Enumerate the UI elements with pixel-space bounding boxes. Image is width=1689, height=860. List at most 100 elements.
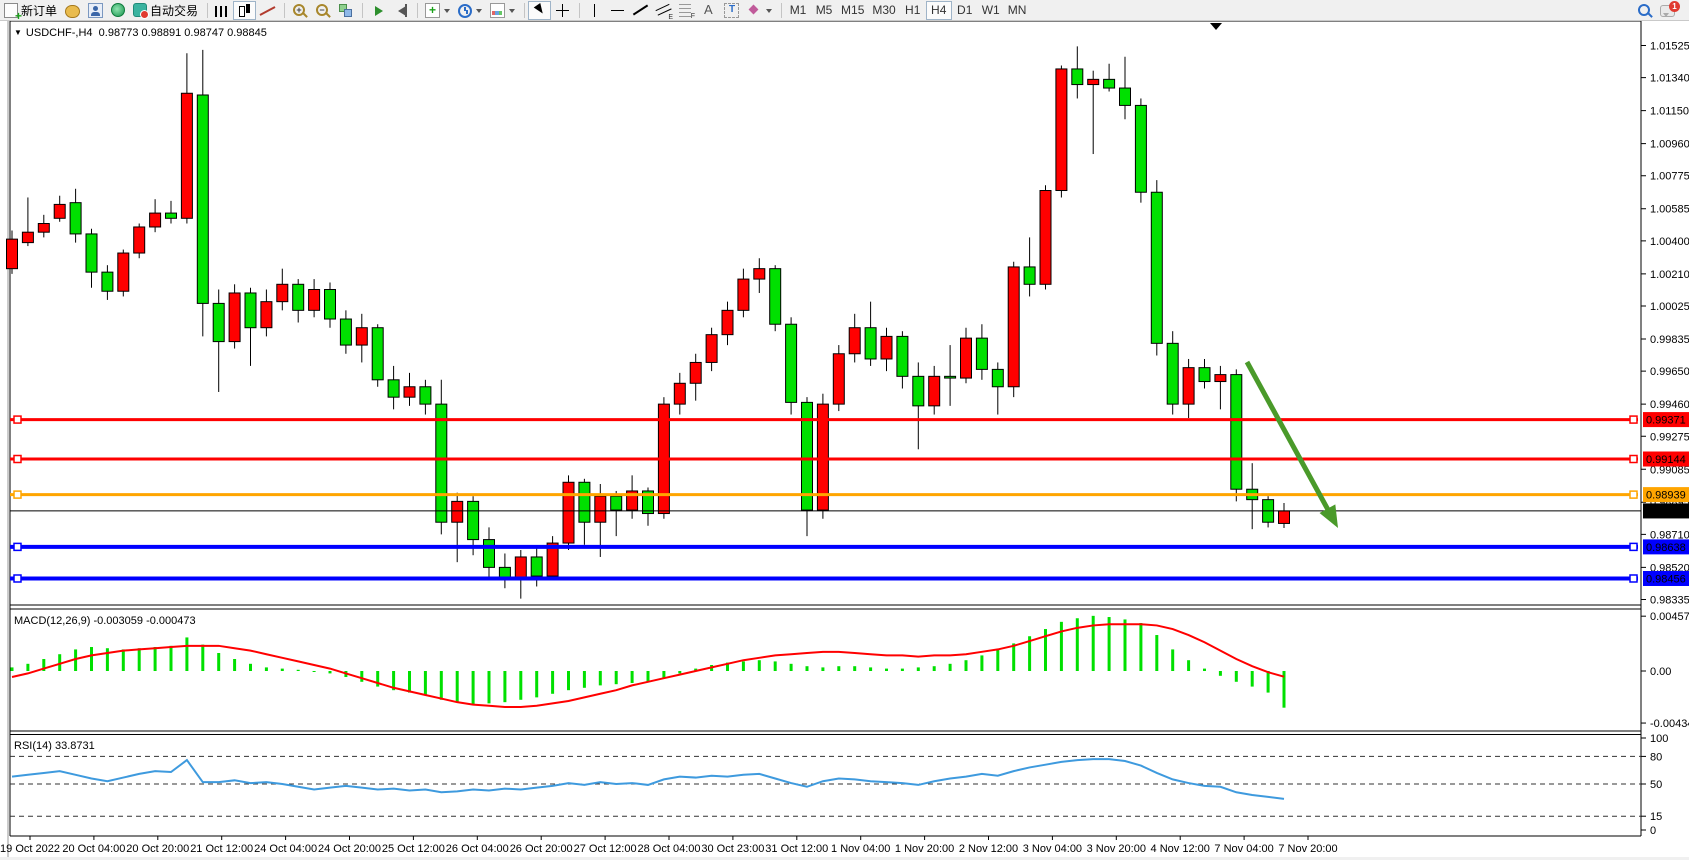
timeframe-w1-button[interactable]: W1: [978, 1, 1004, 20]
candle-body: [1023, 266, 1036, 285]
macd-panel: 0.004572 0.00 -0.004341: [10, 611, 1689, 730]
auto-trading-button[interactable]: 自动交易: [129, 1, 202, 20]
line-handle[interactable]: [13, 574, 22, 583]
chart-title[interactable]: ▼ USDCHF-,H4 0.98773 0.98891 0.98747 0.98…: [14, 27, 267, 39]
axis-label: 26 Oct 04:00: [446, 843, 509, 855]
candle-body: [324, 289, 336, 320]
auto-scroll-button[interactable]: [366, 1, 389, 20]
toolbar-separator: [579, 2, 581, 18]
horizontal-line-button[interactable]: [606, 1, 629, 20]
macd-bar: [1091, 615, 1095, 671]
candle-body: [467, 500, 480, 541]
macd-bar: [217, 653, 221, 671]
candle-body: [721, 309, 734, 336]
line-handle[interactable]: [1629, 490, 1638, 499]
line-handle[interactable]: [13, 542, 22, 552]
trend-arrow-annotation[interactable]: [1244, 360, 1338, 528]
timeframe-d1-button[interactable]: D1: [952, 1, 978, 20]
chart-shift-marker[interactable]: [1210, 23, 1222, 30]
periods-button[interactable]: [454, 1, 486, 20]
macd-signal-line: [11, 623, 1285, 708]
timeframe-h4-button[interactable]: H4: [925, 0, 952, 20]
crosshair-icon: [555, 3, 570, 18]
chevron-down-icon: [509, 8, 516, 16]
cursor-button[interactable]: [528, 0, 552, 20]
cursor-icon: [532, 3, 547, 18]
vertical-line-button[interactable]: [583, 1, 606, 20]
axis-label: 1 Nov 04:00: [831, 843, 890, 855]
crosshair-button[interactable]: [551, 1, 574, 20]
axis-label: 0.98845: [1646, 506, 1686, 518]
new-order-icon: [4, 2, 22, 22]
timeframe-mn-button[interactable]: MN: [1004, 1, 1031, 20]
macd-bar: [821, 667, 825, 671]
fibonacci-button[interactable]: [675, 1, 697, 20]
notifications-button[interactable]: 1: [1656, 1, 1680, 20]
line-handle[interactable]: [1629, 415, 1638, 424]
candle-body: [546, 542, 559, 577]
tile-windows-button[interactable]: [334, 1, 357, 20]
axis-label: 0.99275: [1650, 431, 1689, 443]
line-handle[interactable]: [1629, 574, 1638, 583]
zoom-in-button[interactable]: [288, 1, 311, 20]
macd-bar: [408, 671, 411, 693]
axis-label: 1.00960: [1650, 139, 1689, 151]
candles-layer: [6, 46, 1290, 599]
axis-label: 0.00: [1650, 666, 1671, 678]
line-handle[interactable]: [1629, 542, 1638, 552]
macd-bar: [1107, 617, 1111, 671]
timeframe-m1-button[interactable]: M1: [785, 1, 811, 20]
zoom-out-button[interactable]: [311, 1, 334, 20]
indicators-button[interactable]: [421, 1, 454, 20]
templates-button[interactable]: [486, 1, 519, 20]
status-strip: [0, 857, 1689, 860]
timeframe-h1-button[interactable]: H1: [900, 1, 926, 20]
candle-body: [801, 401, 813, 511]
candle-body: [1166, 342, 1179, 405]
new-order-button[interactable]: 新订单: [0, 1, 61, 22]
axis-label: 2 Nov 12:00: [959, 843, 1018, 855]
timeframe-m5-button[interactable]: M5: [811, 1, 837, 20]
line-handle[interactable]: [13, 415, 22, 424]
fibonacci-icon: [679, 3, 695, 20]
line-chart-button[interactable]: [256, 1, 279, 20]
candle-body: [387, 379, 400, 398]
chart-shift-button[interactable]: [389, 1, 412, 20]
candle-body: [769, 268, 782, 325]
line-handle[interactable]: [13, 454, 22, 464]
macd-bar: [598, 671, 602, 686]
text-label-button[interactable]: [720, 1, 743, 20]
styles-button[interactable]: [61, 1, 84, 20]
auto-scroll-icon: [370, 3, 385, 18]
timeframe-m30-button[interactable]: M30: [868, 1, 899, 20]
timeframe-m15-button[interactable]: M15: [837, 1, 868, 20]
trendline-button[interactable]: [629, 1, 652, 20]
search-button[interactable]: [1633, 1, 1656, 20]
bar-chart-button[interactable]: [211, 1, 233, 20]
arrows-button[interactable]: [743, 1, 776, 20]
candle-body: [1071, 68, 1084, 86]
chevron-down-icon: [476, 8, 483, 16]
text-button[interactable]: [697, 1, 720, 20]
market-watch-button[interactable]: [84, 1, 107, 20]
candlestick-chart-button[interactable]: [233, 0, 257, 20]
candle-body: [991, 368, 1004, 388]
toolbar-separator: [524, 2, 526, 18]
horizontal-lines: 0.99371 0.99144 0.98939 0.98638 0.98456: [10, 412, 1689, 586]
line-handle[interactable]: [1629, 454, 1638, 464]
axis-label: 20 Oct 04:00: [62, 843, 125, 855]
axis-label: 4 Nov 12:00: [1151, 843, 1210, 855]
macd-bar: [185, 637, 189, 671]
equidistant-channel-button[interactable]: [652, 1, 675, 21]
macd-bar: [249, 663, 252, 671]
candle-body: [6, 238, 18, 270]
candle-body: [944, 375, 957, 379]
price-chart[interactable]: 1.01525 1.01340 1.01150 1.00960 1.00775 1.005…: [0, 20, 1689, 860]
candle-body: [1150, 191, 1163, 344]
line-handle[interactable]: [13, 490, 22, 499]
candle-body: [816, 403, 829, 511]
macd-bar: [1234, 671, 1238, 682]
navigator-button[interactable]: [107, 1, 129, 20]
toolbar-separator: [362, 2, 364, 18]
macd-bar: [805, 666, 809, 671]
